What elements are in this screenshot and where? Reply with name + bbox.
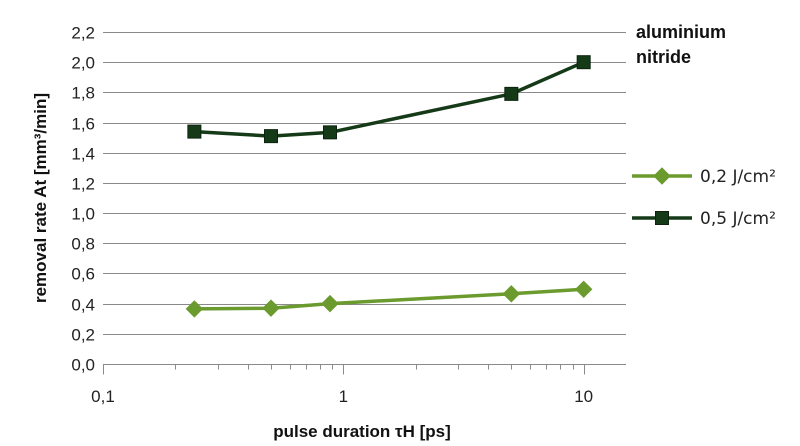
data-point: [185, 300, 204, 318]
x-axis-label: pulse duration τH [ps]: [273, 422, 451, 441]
data-point: [187, 124, 202, 139]
data-point: [502, 285, 521, 303]
legend-label: 0,2 J/cm²: [700, 167, 776, 187]
annotation-line-2: nitride: [636, 47, 691, 67]
y-tick-label: 0,0: [71, 356, 95, 375]
data-point: [576, 55, 591, 70]
y-axis-label: removal rate At [mm³/min]: [31, 93, 50, 303]
y-tick-label: 1,0: [71, 205, 95, 224]
x-tick-label: 10: [574, 387, 593, 406]
y-tick-label: 1,2: [71, 175, 95, 194]
series-line: [194, 60, 585, 138]
data-point: [321, 294, 339, 313]
x-tick-label: 1: [339, 387, 348, 406]
y-tick-label: 1,8: [71, 84, 95, 103]
legend-marker: [655, 211, 669, 225]
data-point: [262, 299, 280, 317]
data-point: [574, 280, 593, 299]
y-tick-label: 0,8: [71, 235, 95, 254]
y-tick-label: 1,4: [71, 145, 95, 164]
y-tick-label: 2,2: [71, 24, 95, 43]
series-line: [194, 287, 584, 311]
x-tick-label: 0,1: [91, 387, 115, 406]
y-axis-ticks: 0,0 0,2 0,4 0,6 0,8 1,0 1,2 1,4 1,6 1,8 2,0 2,2: [71, 24, 95, 375]
legend: 0,2 J/cm² 0,5 J/cm²: [632, 167, 776, 229]
x-axis: [103, 364, 626, 375]
x-axis-ticks: 0,1 1 10: [91, 387, 593, 406]
series-group: [185, 55, 593, 318]
legend-marker: [653, 167, 671, 185]
annotation-line-1: aluminium: [636, 22, 726, 42]
data-point: [504, 86, 519, 101]
data-point: [263, 129, 278, 144]
y-tick-label: 0,6: [71, 265, 95, 284]
legend-label: 0,5 J/cm²: [700, 209, 776, 229]
y-tick-label: 2,0: [71, 54, 95, 73]
y-tick-label: 1,6: [71, 115, 95, 134]
y-tick-label: 0,4: [71, 296, 95, 315]
data-point: [322, 125, 337, 140]
y-tick-label: 0,2: [71, 326, 95, 345]
